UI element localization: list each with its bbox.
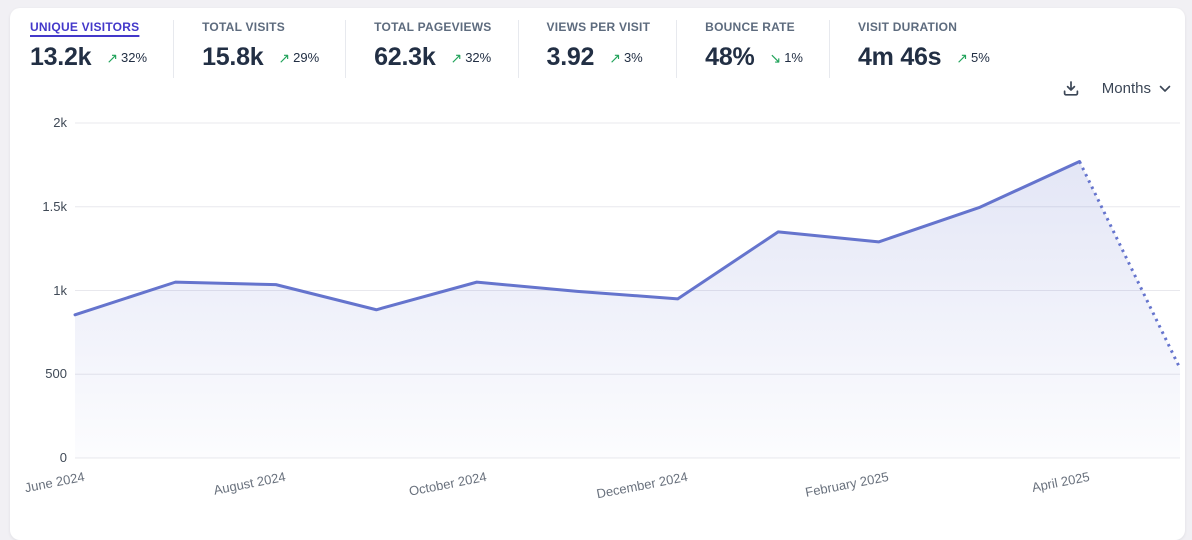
metric-change-value: 32% bbox=[465, 50, 492, 65]
trend-up-icon: ↗ bbox=[106, 49, 119, 66]
metric-total-visits[interactable]: TOTAL VISITS 15.8k ↗ 29% bbox=[174, 20, 347, 78]
metric-value: 15.8k bbox=[202, 43, 264, 71]
y-axis-label: 0 bbox=[59, 450, 67, 465]
x-axis-label: December 2024 bbox=[594, 469, 689, 502]
metric-bounce-rate[interactable]: BOUNCE RATE 48% ↘ 1% bbox=[677, 20, 830, 78]
metric-label: VISIT DURATION bbox=[858, 20, 958, 34]
download-button[interactable] bbox=[1062, 79, 1080, 98]
chart-line bbox=[73, 160, 1082, 317]
metric-change: ↘ 1% bbox=[769, 50, 803, 65]
metric-label: VIEWS PER VISIT bbox=[546, 20, 651, 34]
x-axis-label: June 2024 bbox=[23, 469, 86, 496]
metric-unique-visitors[interactable]: UNIQUE VISITORS 13.2k ↗ 32% bbox=[30, 20, 175, 78]
metric-change: ↗ 32% bbox=[106, 50, 147, 65]
download-icon bbox=[1063, 81, 1079, 96]
y-axis: 0 500 1k 1.5k 2k bbox=[10, 115, 67, 465]
y-axis-label: 2k bbox=[53, 115, 67, 130]
trend-up-icon: ↗ bbox=[956, 49, 969, 66]
metric-total-pageviews[interactable]: TOTAL PAGEVIEWS 62.3k ↗ 32% bbox=[346, 20, 519, 78]
x-axis-label: April 2025 bbox=[1030, 469, 1091, 495]
trend-up-icon: ↗ bbox=[450, 49, 463, 66]
x-axis-label: October 2024 bbox=[407, 469, 488, 499]
trend-down-icon: ↘ bbox=[769, 49, 782, 66]
metric-change: ↗ 29% bbox=[278, 50, 319, 65]
chart-area bbox=[75, 161, 1180, 458]
metric-value: 3.92 bbox=[546, 43, 595, 71]
y-axis-label: 1k bbox=[53, 282, 67, 298]
metrics-bar: UNIQUE VISITORS 13.2k ↗ 32% TOTAL VISITS… bbox=[10, 8, 1185, 78]
metric-label: UNIQUE VISITORS bbox=[30, 20, 140, 34]
chart-plot[interactable] bbox=[73, 122, 1182, 459]
x-axis-label: February 2025 bbox=[803, 469, 890, 500]
metric-change-value: 5% bbox=[971, 50, 990, 65]
metric-change-value: 29% bbox=[293, 50, 320, 65]
metric-label: TOTAL VISITS bbox=[202, 20, 285, 34]
trend-up-icon: ↗ bbox=[278, 49, 291, 66]
metric-value: 62.3k bbox=[374, 43, 436, 71]
x-axis: June 2024 August 2024 October 2024 December… bbox=[10, 467, 1185, 527]
metric-value: 48% bbox=[705, 43, 755, 71]
metric-value: 4m 46s bbox=[858, 43, 942, 71]
metric-views-per-visit[interactable]: VIEWS PER VISIT 3.92 ↗ 3% bbox=[519, 20, 678, 78]
interval-dropdown[interactable]: Months bbox=[1102, 80, 1171, 97]
metric-change: ↗ 3% bbox=[609, 50, 643, 65]
dashboard-card: UNIQUE VISITORS 13.2k ↗ 32% TOTAL VISITS… bbox=[10, 8, 1185, 540]
metric-label: BOUNCE RATE bbox=[705, 20, 795, 34]
chart-controls: Months bbox=[1062, 79, 1171, 98]
interval-label: Months bbox=[1101, 80, 1151, 97]
visitors-chart[interactable] bbox=[73, 122, 1182, 459]
chevron-down-icon bbox=[1159, 85, 1171, 92]
x-axis-label: August 2024 bbox=[212, 469, 287, 498]
metric-change: ↗ 32% bbox=[450, 50, 491, 65]
y-axis-label: 1.5k bbox=[42, 198, 67, 214]
metric-change: ↗ 5% bbox=[956, 50, 990, 65]
y-axis-label: 500 bbox=[45, 366, 67, 382]
metric-change-value: 3% bbox=[623, 50, 643, 65]
metric-value: 13.2k bbox=[30, 43, 92, 71]
metric-change-value: 1% bbox=[784, 50, 803, 65]
metric-change-value: 32% bbox=[121, 50, 148, 65]
metric-label: TOTAL PAGEVIEWS bbox=[374, 20, 492, 34]
trend-up-icon: ↗ bbox=[609, 49, 621, 66]
metric-visit-duration[interactable]: VISIT DURATION 4m 46s ↗ 5% bbox=[830, 20, 1016, 78]
